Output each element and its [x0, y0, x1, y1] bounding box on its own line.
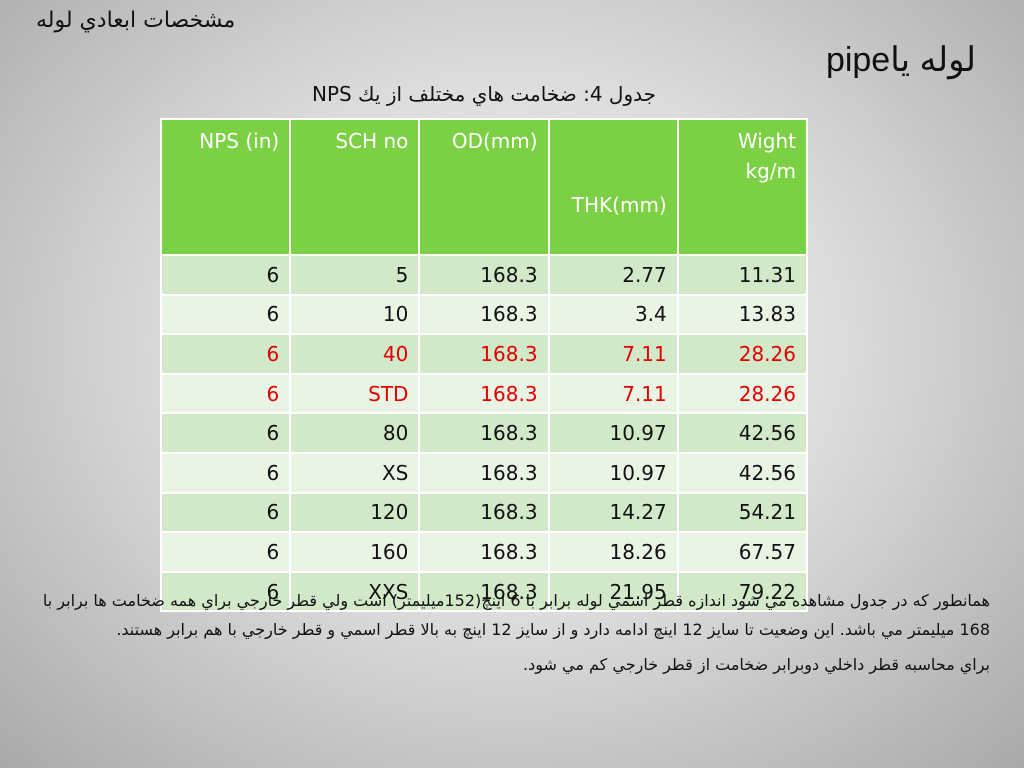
cell-wight: 42.56 — [676, 412, 809, 454]
cell-od: 168.3 — [418, 372, 550, 415]
cell-thk: 21.95 — [547, 570, 679, 613]
paragraph-inner-diameter: براي محاسبه قطر داخلي دوبرابر ضخامت از ق… — [523, 655, 990, 674]
cell-od: 168.3 — [418, 293, 550, 336]
cell-nps: 6 — [159, 333, 292, 375]
table-row: 6 120 168.3 14.27 54.21 — [159, 491, 809, 534]
table-row: 6 80 168.3 10.97 42.56 — [159, 412, 809, 454]
table-header-row: NPS (in) SCH no OD(mm) THK(mm) Wight kg/… — [159, 118, 809, 256]
table-row-highlighted: 6 40 168.3 7.11 28.26 — [159, 333, 809, 375]
header-wight: Wight kg/m — [676, 118, 809, 256]
cell-wight: 42.56 — [676, 451, 809, 494]
cell-sch: 80 — [289, 412, 421, 454]
header-thk: THK(mm) — [547, 118, 679, 256]
cell-od: 168.3 — [418, 491, 550, 534]
cell-nps: 6 — [159, 372, 292, 415]
cell-nps: 6 — [159, 254, 292, 296]
cell-nps: 6 — [159, 293, 292, 336]
cell-sch: 40 — [289, 333, 421, 375]
cell-thk: 7.11 — [547, 333, 679, 375]
cell-nps: 6 — [159, 531, 292, 573]
body-text: همانطور كه در جدول مشاهده مي شود اندازه … — [40, 586, 990, 685]
table-row: 6 10 168.3 3.4 13.83 — [159, 293, 809, 336]
table-row: 6 160 168.3 18.26 67.57 — [159, 531, 809, 573]
cell-wight: 28.26 — [676, 333, 809, 375]
cell-nps: 6 — [159, 451, 292, 494]
cell-od: 168.3 — [418, 570, 550, 613]
cell-wight: 79.22 — [676, 570, 809, 613]
cell-od: 168.3 — [418, 333, 550, 375]
cell-thk: 14.27 — [547, 491, 679, 534]
cell-wight: 13.83 — [676, 293, 809, 336]
table-row: 6 XXS 168.3 21.95 79.22 — [159, 570, 809, 613]
header-od: OD(mm) — [418, 118, 550, 256]
table-row-highlighted: 6 STD 168.3 7.11 28.26 — [159, 372, 809, 415]
slide-top-title: مشخصات ابعادي لوله — [36, 8, 236, 33]
cell-nps: 6 — [159, 491, 292, 534]
cell-thk: 18.26 — [547, 531, 679, 573]
cell-wight: 28.26 — [676, 372, 809, 415]
cell-wight: 11.31 — [676, 254, 809, 296]
cell-nps: 6 — [159, 570, 292, 613]
cell-thk: 7.11 — [547, 372, 679, 415]
table-row: 6 XS 168.3 10.97 42.56 — [159, 451, 809, 494]
cell-sch: 5 — [289, 254, 421, 296]
cell-wight: 54.21 — [676, 491, 809, 534]
paragraph-nominal-vs-outer: همانطور كه در جدول مشاهده مي شود اندازه … — [42, 591, 990, 639]
cell-wight: 67.57 — [676, 531, 809, 573]
header-sch: SCH no — [289, 118, 421, 256]
cell-thk: 2.77 — [547, 254, 679, 296]
table-row: 6 5 168.3 2.77 11.31 — [159, 254, 809, 296]
cell-sch: XS — [289, 451, 421, 494]
cell-thk: 10.97 — [547, 412, 679, 454]
cell-sch: 10 — [289, 293, 421, 336]
cell-sch: XXS — [289, 570, 421, 613]
cell-od: 168.3 — [418, 531, 550, 573]
cell-od: 168.3 — [418, 451, 550, 494]
slide-pipe-title: لوله ياpipe — [825, 41, 976, 79]
cell-sch: 120 — [289, 491, 421, 534]
cell-od: 168.3 — [418, 254, 550, 296]
cell-sch: STD — [289, 372, 421, 415]
cell-od: 168.3 — [418, 412, 550, 454]
header-nps: NPS (in) — [159, 118, 292, 256]
cell-thk: 10.97 — [547, 451, 679, 494]
cell-sch: 160 — [289, 531, 421, 573]
cell-nps: 6 — [159, 412, 292, 454]
table-caption: جدول 4: ضخامت هاي مختلف از يك NPS — [311, 82, 656, 106]
pipe-spec-table: NPS (in) SCH no OD(mm) THK(mm) Wight kg/… — [159, 118, 809, 613]
cell-thk: 3.4 — [547, 293, 679, 336]
